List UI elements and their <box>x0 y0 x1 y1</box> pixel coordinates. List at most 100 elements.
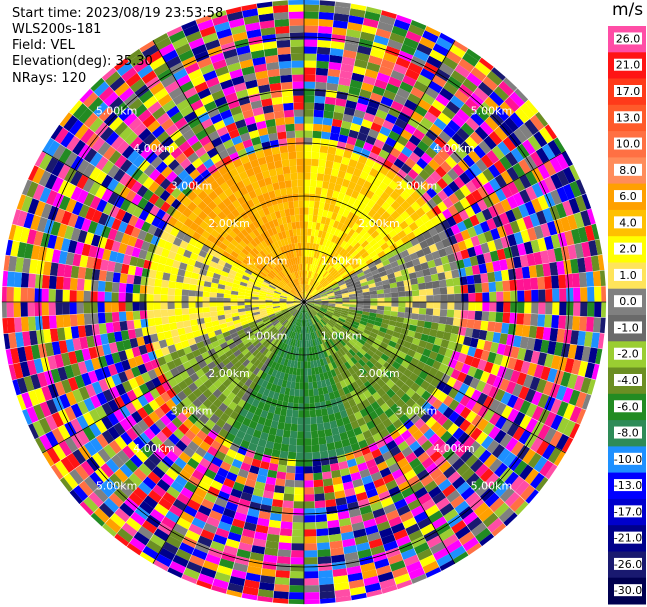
velocity-gate <box>438 130 452 144</box>
velocity-gate <box>316 528 329 537</box>
velocity-gate <box>297 417 304 425</box>
velocity-gate <box>304 571 319 579</box>
velocity-gate <box>154 317 163 326</box>
velocity-gate <box>446 309 455 318</box>
velocity-gate <box>317 166 326 175</box>
velocity-gate <box>202 291 210 298</box>
velocity-gate <box>34 288 42 302</box>
velocity-gate <box>356 302 364 305</box>
velocity-gate <box>285 416 292 424</box>
velocity-gate <box>316 173 325 181</box>
velocity-gate <box>313 109 324 118</box>
velocity-gate <box>412 128 426 141</box>
velocity-gate <box>328 204 336 213</box>
velocity-gate <box>189 313 197 321</box>
velocity-gate <box>278 415 286 423</box>
velocity-gate <box>491 67 506 81</box>
velocity-gate <box>379 165 390 176</box>
velocity-gate <box>370 193 380 203</box>
velocity-gate <box>154 278 163 287</box>
velocity-gate <box>97 291 105 302</box>
velocity-gate <box>410 190 421 202</box>
velocity-gate <box>431 315 440 324</box>
velocity-gate <box>395 56 411 69</box>
velocity-gate <box>531 302 539 314</box>
velocity-gate <box>76 302 84 314</box>
velocity-gate <box>426 55 442 69</box>
velocity-gate <box>424 86 439 100</box>
velocity-gate <box>174 308 183 316</box>
velocity-gate <box>401 146 413 158</box>
velocity-gate <box>304 214 309 222</box>
velocity-gate <box>336 141 347 150</box>
velocity-gate <box>339 70 353 80</box>
velocity-gate <box>304 228 308 236</box>
velocity-gate <box>573 302 581 316</box>
velocity-gate <box>344 264 353 272</box>
velocity-gate <box>343 242 351 251</box>
velocity-gate <box>359 211 368 220</box>
velocity-gate <box>319 277 325 284</box>
velocity-gate <box>304 235 308 243</box>
velocity-gate <box>453 309 462 319</box>
velocity-gate <box>175 281 183 290</box>
velocity-gate <box>344 234 352 243</box>
velocity-gate <box>422 30 439 43</box>
velocity-gate <box>332 271 340 278</box>
velocity-gate <box>289 585 304 593</box>
velocity-gate <box>538 302 546 315</box>
velocity-gate <box>306 293 311 300</box>
velocity-gate <box>304 291 308 299</box>
velocity-gate <box>312 458 322 467</box>
velocity-gate <box>311 144 321 153</box>
velocity-gate <box>223 306 231 311</box>
velocity-gate <box>399 81 414 93</box>
velocity-gate <box>362 75 377 86</box>
velocity-gate <box>294 473 304 481</box>
velocity-gate <box>398 302 406 308</box>
velocity-gate <box>323 282 330 288</box>
velocity-gate <box>461 302 469 311</box>
velocity-gate <box>387 39 403 51</box>
velocity-gate <box>155 324 164 334</box>
velocity-gate <box>378 102 391 114</box>
velocity-gate <box>391 306 399 312</box>
velocity-gate <box>55 315 64 328</box>
velocity-gate <box>473 145 486 159</box>
velocity-gate <box>333 228 341 237</box>
velocity-gate <box>169 322 178 331</box>
velocity-gate <box>368 128 380 139</box>
velocity-gate <box>301 347 304 355</box>
velocity-gate <box>494 322 503 333</box>
velocity-gate <box>384 302 392 307</box>
velocity-gate <box>326 82 339 92</box>
velocity-gate <box>441 106 456 120</box>
velocity-gate <box>332 220 340 229</box>
velocity-gate <box>317 423 325 431</box>
velocity-gate <box>326 274 333 281</box>
velocity-gate <box>362 164 373 174</box>
velocity-gate <box>230 305 238 310</box>
velocity-gate <box>566 302 574 316</box>
velocity-gate <box>396 87 411 100</box>
velocity-gate <box>503 302 511 313</box>
velocity-gate <box>367 217 377 227</box>
velocity-gate <box>410 20 427 30</box>
velocity-gate <box>125 292 133 302</box>
velocity-gate <box>466 72 483 87</box>
velocity-gate <box>276 563 291 572</box>
velocity-gate <box>321 269 327 277</box>
velocity-gate <box>167 287 176 296</box>
velocity-gate <box>298 403 304 411</box>
velocity-gate <box>295 459 304 467</box>
velocity-gate <box>315 514 327 523</box>
velocity-gate <box>462 52 479 67</box>
velocity-gate <box>341 120 352 130</box>
velocity-gate <box>493 126 508 141</box>
velocity-gate <box>306 295 313 300</box>
velocity-gate <box>410 86 425 99</box>
velocity-gate <box>290 564 304 572</box>
velocity-gate <box>334 253 342 262</box>
velocity-gate <box>347 236 355 245</box>
velocity-gate <box>403 174 414 185</box>
